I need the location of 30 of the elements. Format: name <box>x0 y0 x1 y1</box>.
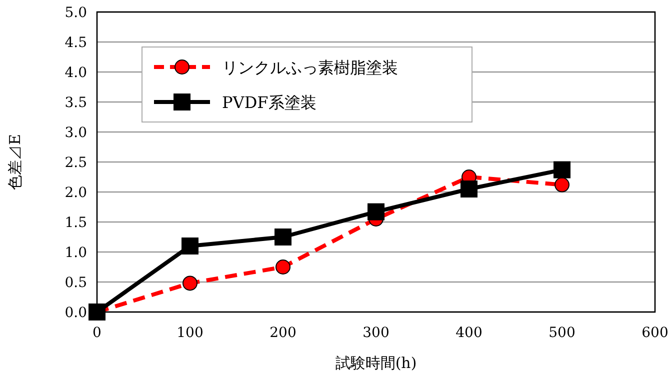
point <box>182 238 198 254</box>
y-tick-label: 4.0 <box>64 65 87 81</box>
point <box>554 177 570 192</box>
x-tick-label: 600 <box>642 325 668 341</box>
legend-label: リンクルふっ素樹脂塗装 <box>222 58 398 77</box>
point <box>274 228 292 246</box>
point <box>554 161 570 178</box>
point <box>460 180 478 198</box>
y-tick-label: 5.0 <box>64 5 87 21</box>
x-tick-label: 0 <box>92 325 102 341</box>
x-tick-label: 100 <box>176 325 204 341</box>
y-axis-title: 色差⊿E <box>6 134 24 190</box>
y-tick-label: 0.0 <box>64 305 87 321</box>
y-tick-label: 3.5 <box>64 95 87 111</box>
y-tick-label: 4.5 <box>64 35 87 51</box>
y-tick-label: 3.0 <box>64 125 87 141</box>
point <box>182 276 198 291</box>
x-tick-label: 500 <box>548 325 576 341</box>
x-tick-label: 400 <box>456 325 482 341</box>
x-axis-title: 試験時間(h) <box>335 354 417 372</box>
y-tick-label: 2.5 <box>64 155 87 171</box>
y-tick-label: 0.5 <box>64 275 87 291</box>
legend-label: PVDF系塗装 <box>222 93 316 112</box>
x-tick-label: 300 <box>362 325 390 341</box>
point <box>368 203 384 220</box>
y-tick-label: 1.0 <box>64 245 87 261</box>
y-tick-label: 2.0 <box>64 185 87 201</box>
y-tick-label: 1.5 <box>64 215 87 231</box>
x-tick-label: 200 <box>270 325 296 341</box>
point <box>276 260 290 274</box>
